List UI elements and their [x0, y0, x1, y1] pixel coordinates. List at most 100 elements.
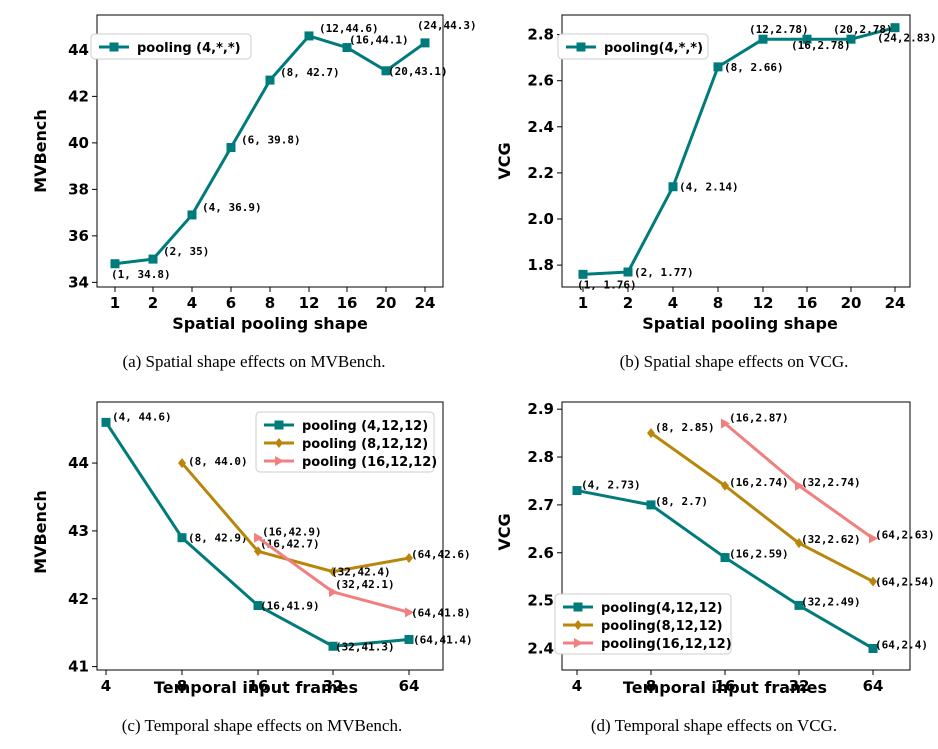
data-point-marker [647, 428, 655, 439]
y-tick-label: 2.9 [527, 400, 554, 418]
data-point-marker [405, 607, 414, 618]
legend-entry-label: pooling (8,12,12) [302, 437, 428, 452]
legend-marker [574, 620, 582, 630]
x-tick-label: 1 [578, 294, 588, 312]
data-label: (16,2.87) [729, 412, 789, 425]
x-tick-label: 16 [337, 294, 358, 312]
series-line [114, 34, 426, 266]
x-tick-label: 8 [177, 677, 187, 695]
data-point-marker [868, 643, 878, 653]
x-tick-label: 20 [376, 294, 397, 312]
x-tick-label: 4 [668, 294, 678, 312]
data-point-marker [178, 458, 186, 469]
data-label: (12,44.6) [319, 22, 379, 35]
data-label: (16,44.1) [349, 34, 409, 47]
x-tick-label: 64 [399, 677, 420, 695]
y-tick-label: 2.7 [527, 496, 554, 514]
data-label: (32,2.49) [801, 595, 861, 608]
data-point-marker [794, 600, 804, 610]
data-point-marker [758, 34, 768, 44]
data-point-marker [254, 546, 262, 557]
data-label: (32,41.3) [335, 640, 395, 653]
figure-caption: (a) Spatial shape effects on MVBench. [122, 352, 385, 371]
y-tick-label: 42 [68, 87, 89, 105]
data-label: (4, 36.9) [202, 201, 262, 214]
data-label: (1, 1.76) [577, 278, 637, 291]
data-label: (20,2.78) [833, 23, 893, 36]
y-tick-label: 2.0 [527, 210, 554, 228]
legend-marker [275, 438, 283, 448]
data-label: (8, 44.0) [188, 455, 248, 468]
series-3: (16,2.87) (32,2.74) (64,2.63) [721, 412, 935, 544]
series-2: (8, 2.85) (16,2.74) (32,2.62) (64,2.54) [647, 421, 935, 588]
y-tick-label: 42 [68, 590, 89, 608]
data-point-marker [721, 418, 730, 429]
x-axis-label: Temporal input frames [154, 678, 358, 697]
data-label: (64,42.6) [411, 548, 471, 561]
y-tick-label: 41 [68, 658, 89, 676]
data-label: (24,2.83) [877, 32, 937, 45]
x-tick-label: 16 [248, 677, 269, 695]
legend-marker [274, 420, 284, 430]
plot-frame [96, 401, 444, 671]
data-point-marker [404, 634, 414, 644]
series-2: (8, 44.0) (16,42.7) (32,42.4) (64,42.6) [178, 455, 471, 579]
x-tick-label: 24 [885, 294, 906, 312]
data-label: (6, 39.8) [241, 134, 301, 147]
data-point-marker [187, 210, 197, 220]
legend-entry-label: pooling (16,12,12) [302, 455, 437, 470]
x-tick-label: 1 [110, 294, 120, 312]
series-line [650, 431, 874, 583]
data-point-marker [578, 269, 588, 279]
data-point-marker [253, 601, 263, 611]
data-point-marker [720, 553, 730, 563]
y-tick-label: 2.8 [527, 26, 554, 44]
x-tick-label: 16 [797, 294, 818, 312]
legend-marker [574, 638, 583, 648]
y-tick-label: 38 [68, 180, 89, 198]
y-axis-label: MVBench [31, 109, 50, 193]
legend-entry-label: pooling(4,*,*) [604, 41, 703, 56]
y-tick-label: 2.2 [527, 164, 554, 182]
y-tick-label: 43 [68, 522, 89, 540]
figure-caption: (b) Spatial shape effects on VCG. [620, 352, 849, 371]
legend: pooling (4,*,*) [90, 33, 252, 60]
legend-box [90, 33, 252, 60]
data-point-marker [646, 500, 656, 510]
x-tick-label: 20 [841, 294, 862, 312]
y-tick-label: 2.6 [527, 72, 554, 90]
x-axis-label: Temporal input frames [623, 678, 827, 697]
x-tick-label: 64 [863, 677, 884, 695]
data-point-marker [329, 566, 337, 577]
data-label: (16,42.9) [262, 526, 322, 539]
figure-caption: (c) Temporal shape effects on MVBench. [122, 716, 402, 735]
data-point-marker [802, 34, 812, 44]
data-point-marker [101, 417, 111, 427]
legend-entry-label: pooling(4,12,12) [601, 601, 723, 616]
data-label: (4, 44.6) [112, 410, 172, 423]
data-point-marker [329, 586, 338, 597]
chart-panel-c: 4 8 16 32 64 41 42 43 44 Temporal input frames MVB… [31, 401, 473, 735]
x-tick-label: 12 [753, 294, 774, 312]
data-label: (2, 1.77) [634, 266, 694, 279]
data-label: (16,41.9) [260, 600, 320, 613]
data-point-marker [177, 533, 187, 543]
data-label: (32,2.62) [801, 533, 861, 546]
data-point-marker [795, 480, 804, 491]
y-tick-label: 1.8 [527, 256, 554, 274]
data-point-marker [226, 143, 236, 153]
series-line [582, 26, 896, 276]
data-point-marker [890, 23, 900, 33]
data-point-marker [148, 254, 158, 264]
data-point-marker [869, 533, 878, 544]
data-point-marker [795, 538, 803, 549]
legend-entry-label: pooling (4,12,12) [302, 419, 428, 434]
x-tick-label: 24 [415, 294, 436, 312]
data-label: (8, 42.9) [188, 532, 248, 545]
data-label: (16,2.59) [729, 548, 789, 561]
x-tick-label: 4 [101, 677, 111, 695]
y-tick-label: 34 [68, 273, 89, 291]
